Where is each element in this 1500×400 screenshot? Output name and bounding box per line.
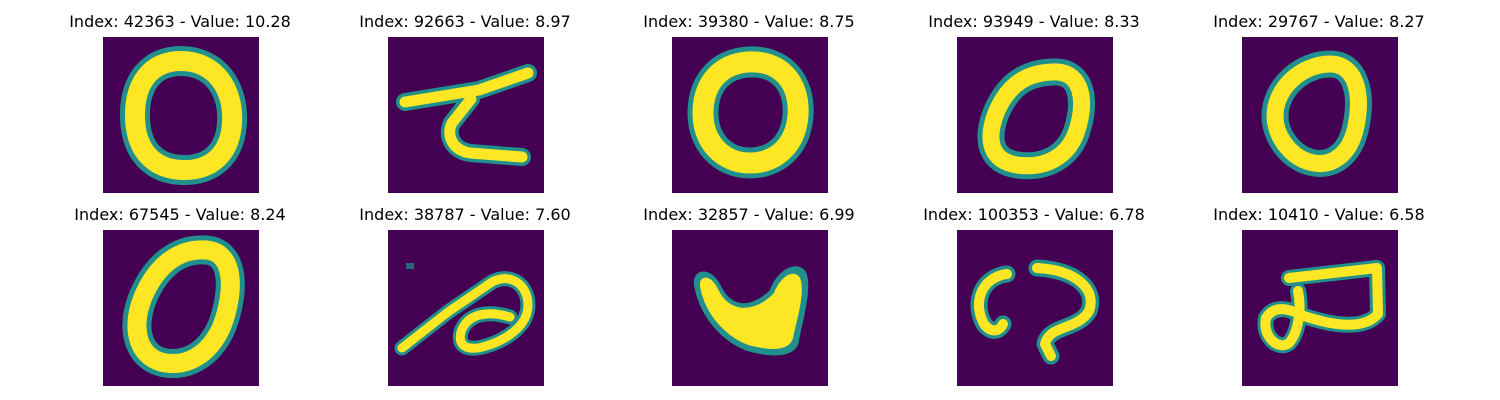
digit-stroke-9-graphic (957, 230, 1113, 386)
digit-image-5 (1242, 37, 1398, 193)
digit-image-10 (1242, 230, 1398, 386)
digit-image-9 (957, 230, 1113, 386)
digit-image-1 (103, 37, 259, 193)
digit-image-3 (672, 37, 828, 193)
digit-image-2 (388, 37, 544, 193)
digit-image-4 (957, 37, 1113, 193)
panel-title-1: Index: 42363 - Value: 10.28 (69, 12, 291, 31)
digit-image-7 (388, 230, 544, 386)
digit-stroke-2-graphic (388, 37, 544, 193)
panel-title-10: Index: 10410 - Value: 6.58 (1213, 205, 1425, 224)
digit-zero-5-graphic (1242, 37, 1398, 193)
digit-image-8 (672, 230, 828, 386)
panel-title-2: Index: 92663 - Value: 8.97 (359, 12, 571, 31)
digit-zero-1-graphic (103, 37, 259, 193)
panel-title-3: Index: 39380 - Value: 8.75 (643, 12, 855, 31)
panel-title-9: Index: 100353 - Value: 6.78 (923, 205, 1145, 224)
panel-title-4: Index: 93949 - Value: 8.33 (928, 12, 1140, 31)
panel-title-8: Index: 32857 - Value: 6.99 (643, 205, 855, 224)
panel-title-5: Index: 29767 - Value: 8.27 (1213, 12, 1425, 31)
panel-title-6: Index: 67545 - Value: 8.24 (74, 205, 286, 224)
digit-image-6 (103, 230, 259, 386)
digit-stroke-7-graphic (388, 230, 544, 386)
digit-stroke-10-graphic (1242, 230, 1398, 386)
digit-zero-4-graphic (957, 37, 1113, 193)
digit-zero-6-graphic (103, 230, 259, 386)
digit-zero-3-graphic (672, 37, 828, 193)
panel-title-7: Index: 38787 - Value: 7.60 (359, 205, 571, 224)
digit-blob-8-graphic (672, 230, 828, 386)
